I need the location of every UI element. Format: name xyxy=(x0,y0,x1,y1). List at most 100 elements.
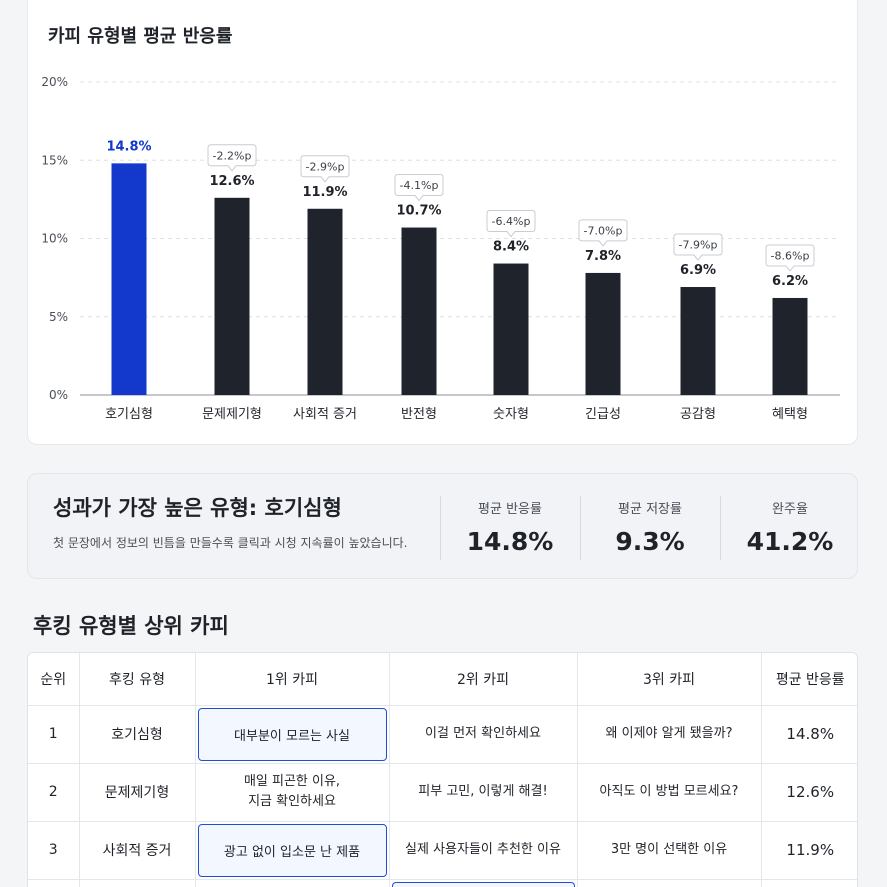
copy-cell[interactable]: 피부 고민, 이렇게 해결! xyxy=(389,763,578,822)
value-label: 14.8% xyxy=(106,139,151,154)
rank-cell: 2 xyxy=(28,763,80,822)
copy-line: 지금 확인하세요 xyxy=(248,794,336,809)
diff-callout xyxy=(673,233,723,261)
x-tick-label: 문제제기형 xyxy=(202,407,262,422)
stat-divider xyxy=(440,496,441,560)
type-cell: 문제제기형 xyxy=(79,763,196,822)
stat-label: 완주율 xyxy=(772,502,808,517)
type-cell: 호기심형 xyxy=(79,705,196,764)
type-cell: 사회적 증거 xyxy=(79,821,196,880)
value-label: 10.7% xyxy=(396,204,441,219)
value-label: 8.4% xyxy=(493,240,529,255)
stat-label: 평균 반응률 xyxy=(478,502,542,517)
y-tick-label: 5% xyxy=(49,310,68,324)
avg-cell: 11.9% xyxy=(761,821,857,880)
type-cell xyxy=(79,879,196,887)
bar xyxy=(493,263,529,395)
bar xyxy=(772,297,808,395)
table-row: 1 호기심형 대부분이 모르는 사실 이걸 먼저 확인하세요 왜 이제야 알게 … xyxy=(28,705,857,764)
copy-cell-selected[interactable]: 대부분이 모르는 사실 xyxy=(195,705,390,764)
value-label: 11.9% xyxy=(302,185,347,200)
bar xyxy=(585,272,621,395)
copy-cell[interactable]: 이걸 먼저 확인하세요 xyxy=(389,705,578,764)
summary-headline: 성과가 가장 높은 유형: 호기심형 xyxy=(53,496,342,520)
chart-title: 카피 유형별 평균 반응률 xyxy=(48,26,233,47)
value-label: 7.8% xyxy=(585,249,621,264)
summary-card: 성과가 가장 높은 유형: 호기심형 첫 문장에서 정보의 빈틈을 만들수록 클… xyxy=(27,473,858,579)
copy-text: 광고 없이 입소문 난 제품 xyxy=(197,823,387,877)
diff-callout xyxy=(765,244,815,272)
copy-cell-selected[interactable] xyxy=(389,879,578,887)
stat-avg-response: 평균 반응률 14.8% xyxy=(440,498,580,556)
x-tick-label: 사회적 증거 xyxy=(293,407,357,422)
diff-callout xyxy=(300,155,350,183)
bar xyxy=(680,287,716,395)
copy-cell[interactable]: 왜 이제야 알게 됐을까? xyxy=(577,705,762,764)
bar xyxy=(111,163,147,395)
copy-cell[interactable] xyxy=(577,879,762,887)
copy-cell[interactable]: 아직도 이 방법 모르세요? xyxy=(577,763,762,822)
stat-label: 평균 저장률 xyxy=(618,502,682,517)
stat-divider xyxy=(580,496,581,560)
diff-callout xyxy=(207,144,257,172)
y-tick-label: 15% xyxy=(41,153,68,167)
table-section-title: 후킹 유형별 상위 카피 xyxy=(33,614,229,638)
value-label: 6.2% xyxy=(772,274,808,289)
chart-card xyxy=(27,0,858,445)
x-tick-label: 긴급성 xyxy=(585,407,621,422)
bar xyxy=(401,227,437,395)
bar xyxy=(214,197,250,395)
y-tick-label: 20% xyxy=(41,75,68,89)
rank-cell xyxy=(28,879,80,887)
header-copy-3: 3위 카피 xyxy=(577,653,762,706)
diff-label: -8.6%p xyxy=(771,249,810,262)
diff-callout xyxy=(486,210,536,238)
stat-value: 14.8% xyxy=(466,527,554,556)
copy-line: 매일 피곤한 이유, xyxy=(243,773,341,789)
stat-divider xyxy=(720,496,721,560)
diff-label: -2.9%p xyxy=(306,160,345,173)
y-tick-label: 10% xyxy=(41,232,68,246)
table-row-partial xyxy=(28,879,857,887)
summary-description: 첫 문장에서 정보의 빈틈을 만들수록 클릭과 시청 지속률이 높았습니다. xyxy=(53,536,408,550)
copy-cell[interactable] xyxy=(195,879,390,887)
diff-label: -4.1%p xyxy=(400,179,439,192)
diff-label: -7.9%p xyxy=(679,239,718,252)
rank-cell: 1 xyxy=(28,705,80,764)
header-copy-1: 1위 카피 xyxy=(195,653,390,706)
stat-completion: 완주율 41.2% xyxy=(720,498,860,556)
header-rank: 순위 xyxy=(28,653,80,706)
diff-label: -7.0%p xyxy=(584,224,623,237)
table-row: 3 사회적 증거 광고 없이 입소문 난 제품 실제 사용자들이 추천한 이유 … xyxy=(28,821,857,880)
diff-label: -6.4%p xyxy=(492,215,531,228)
x-tick-label: 반전형 xyxy=(401,407,437,422)
copy-cell[interactable]: 3만 명이 선택한 이유 xyxy=(577,821,762,880)
copy-text: 대부분이 모르는 사실 xyxy=(197,707,387,761)
copy-cell-selected[interactable]: 광고 없이 입소문 난 제품 xyxy=(195,821,390,880)
value-label: 6.9% xyxy=(680,263,716,278)
x-tick-label: 혜택형 xyxy=(772,407,808,422)
header-avg-response: 평균 반응률 xyxy=(761,653,857,706)
x-tick-label: 공감형 xyxy=(680,407,716,422)
value-label: 12.6% xyxy=(209,174,254,189)
copy-cell[interactable]: 매일 피곤한 이유, 지금 확인하세요 xyxy=(195,763,390,822)
stat-value: 41.2% xyxy=(746,527,834,556)
bar xyxy=(307,208,343,395)
top-copy-table: 순위 후킹 유형 1위 카피 2위 카피 3위 카피 평균 반응률 1 호기심형… xyxy=(27,652,858,887)
header-type: 후킹 유형 xyxy=(79,653,196,706)
stat-value: 9.3% xyxy=(615,527,685,556)
table-header-row: 순위 후킹 유형 1위 카피 2위 카피 3위 카피 평균 반응률 xyxy=(28,653,857,706)
x-tick-label: 숫자형 xyxy=(493,407,529,422)
table-row: 2 문제제기형 매일 피곤한 이유, 지금 확인하세요 피부 고민, 이렇게 해… xyxy=(28,763,857,822)
stat-avg-save: 평균 저장률 9.3% xyxy=(580,498,720,556)
x-tick-label: 호기심형 xyxy=(105,407,153,422)
diff-callout xyxy=(578,219,628,247)
header-copy-2: 2위 카피 xyxy=(389,653,578,706)
copy-text xyxy=(391,881,575,887)
y-tick-label: 0% xyxy=(49,388,68,402)
rank-cell: 3 xyxy=(28,821,80,880)
avg-cell: 12.6% xyxy=(761,763,857,822)
copy-cell[interactable]: 실제 사용자들이 추천한 이유 xyxy=(389,821,578,880)
bar-chart: 0% 5% 10% 15% 20% 14.8% 호기심형 12.6% 문제제기형 -2.2%p 11… xyxy=(41,75,840,422)
diff-label: -2.2%p xyxy=(213,149,252,162)
